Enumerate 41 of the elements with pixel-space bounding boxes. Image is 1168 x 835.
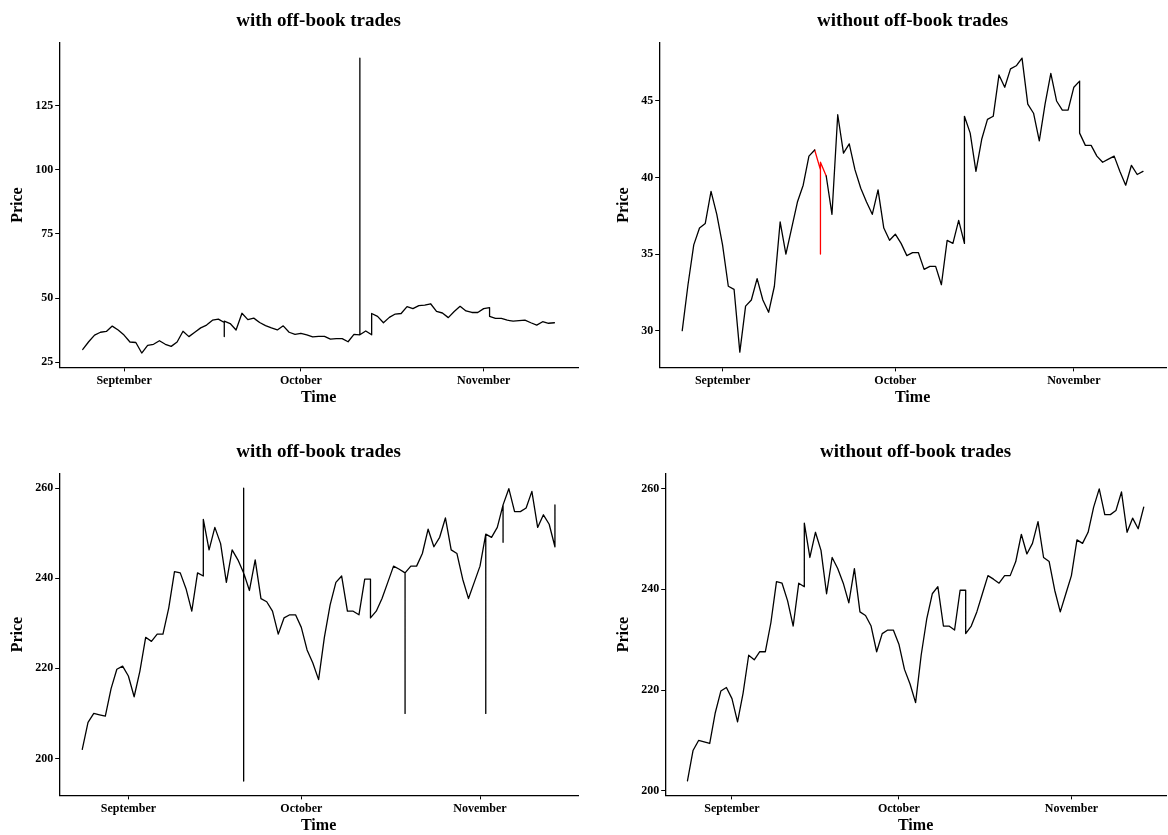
chart-title: with off-book trades [236,9,401,31]
y-tick-label: 200 [641,782,660,797]
x-tick-label: November [1044,800,1099,815]
y-tick-label: 260 [35,480,54,495]
y-tick-label: 260 [641,480,660,495]
y-axis-title: Price [613,187,631,223]
y-tick-label: 40 [641,169,654,184]
x-tick-label: October [877,800,921,815]
x-axis-title: Time [897,815,934,833]
x-tick-label: November [457,372,511,387]
y-tick-label: 240 [35,570,54,585]
y-axis-title: Price [613,616,631,653]
y-tick-label: 100 [35,161,54,176]
y-tick-label: 25 [41,354,54,369]
y-tick-label: 220 [641,682,660,697]
x-axis-title: Time [300,815,337,833]
x-tick-label: November [1047,372,1102,387]
y-tick-label: 220 [35,660,54,675]
y-tick-label: 75 [41,226,54,241]
y-tick-label: 240 [641,581,660,596]
x-tick-label: September [704,800,761,815]
x-tick-label: November [453,800,508,815]
chart-title: without off-book trades [817,9,1009,31]
x-tick-label: October [280,800,323,815]
x-tick-label: September [100,800,157,815]
y-tick-label: 125 [35,97,54,112]
y-axis-title: Price [7,616,25,653]
y-tick-label: 200 [35,750,54,765]
y-tick-label: 35 [641,246,654,261]
y-tick-label: 50 [41,290,54,305]
chart-title: with off-book trades [236,440,401,462]
y-axis-title: Price [7,187,25,223]
x-tick-label: October [279,372,323,387]
y-tick-label: 30 [641,322,654,337]
x-tick-label: September [96,372,153,387]
x-tick-label: September [694,372,751,387]
chart-title: without off-book trades [820,440,1012,462]
x-axis-title: Time [300,387,337,405]
y-tick-label: 45 [641,93,654,108]
x-axis-title: Time [894,387,931,405]
x-tick-label: October [874,372,917,387]
